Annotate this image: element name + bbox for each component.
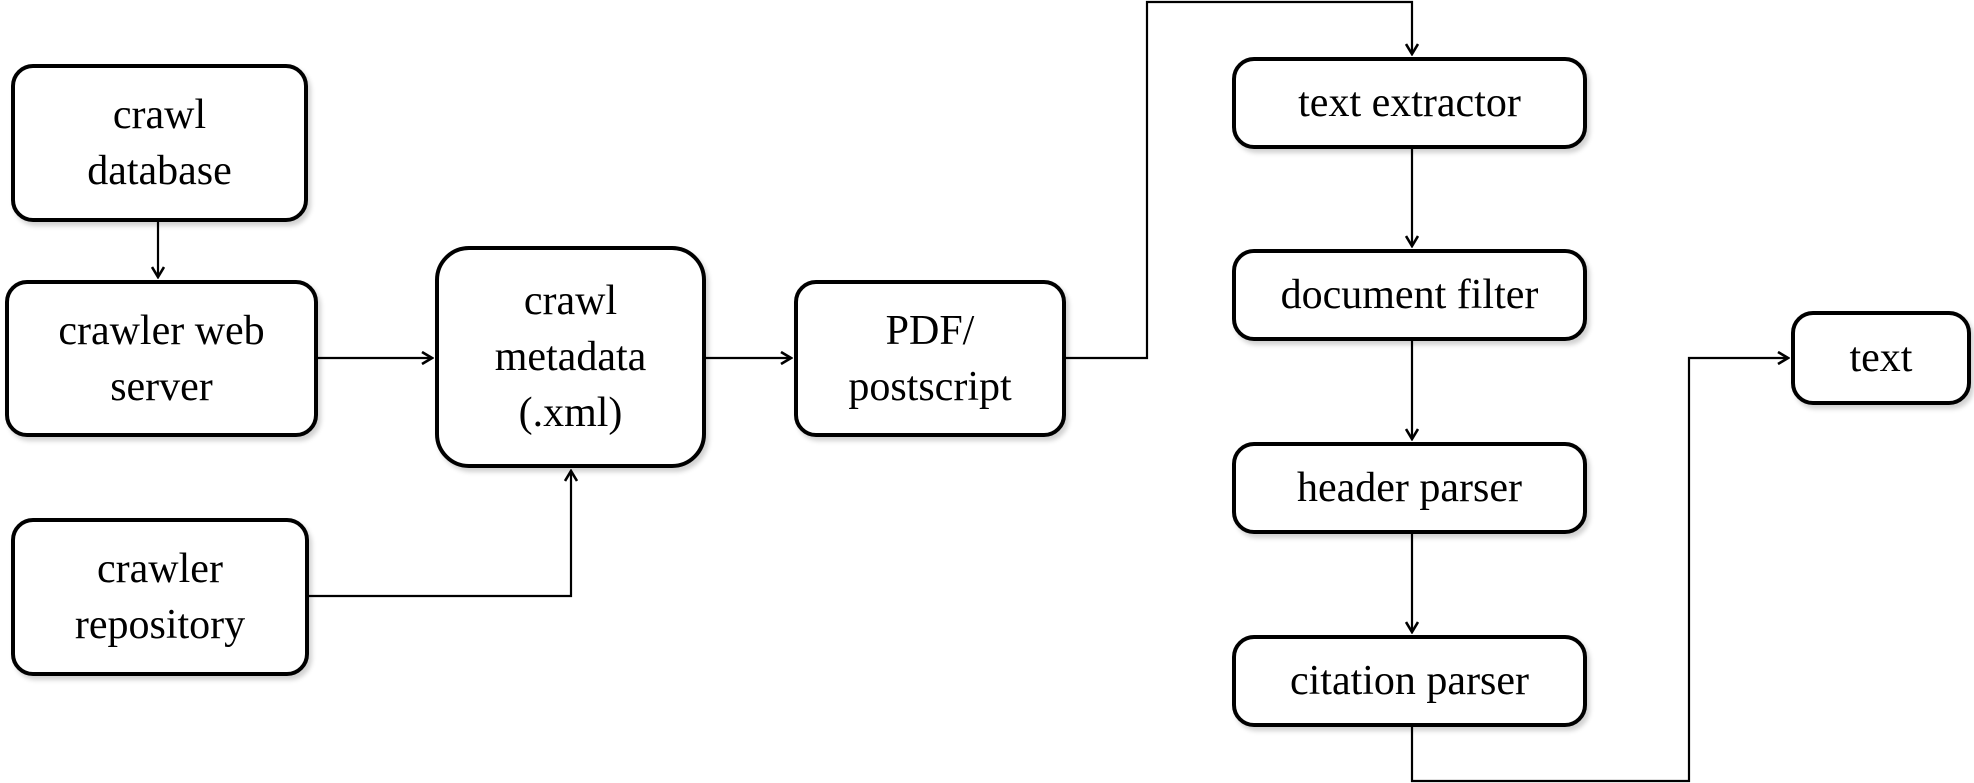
text-extractor-node: text extractor <box>1232 57 1587 149</box>
edge-pdf-postscript-to-text-extractor <box>1066 0 1412 360</box>
pdf-postscript-node: PDF/ postscript <box>794 280 1066 437</box>
crawler-web-server-node: crawler web server <box>5 280 318 437</box>
crawler-web-server-label: crawler web server <box>58 307 265 410</box>
text-output-label: text <box>1849 335 1913 381</box>
edge-crawler-repository-to-crawl-metadata <box>309 472 571 598</box>
crawler-repository-node: crawler repository <box>11 518 309 676</box>
pdf-postscript-label: PDF/ postscript <box>848 307 1012 410</box>
crawler-repository-label: crawler repository <box>74 546 246 648</box>
header-parser-node: header parser <box>1232 442 1587 534</box>
crawl-metadata-label: crawl metadata (.xml) <box>494 278 647 436</box>
document-filter-node: document filter <box>1232 249 1587 341</box>
crawl-database-node: crawl database <box>11 64 308 222</box>
header-parser-label: header parser <box>1296 465 1522 511</box>
crawl-metadata-node: crawl metadata (.xml) <box>435 246 706 468</box>
text-extractor-label: text extractor <box>1298 80 1521 126</box>
citation-parser-node: citation parser <box>1232 635 1587 727</box>
document-filter-label: document filter <box>1280 272 1539 318</box>
citation-parser-label: citation parser <box>1289 658 1530 704</box>
text-output-node: text <box>1791 311 1971 405</box>
crawl-database-label: crawl database <box>87 92 232 194</box>
edge-citation-parser-to-text <box>1410 358 1787 783</box>
